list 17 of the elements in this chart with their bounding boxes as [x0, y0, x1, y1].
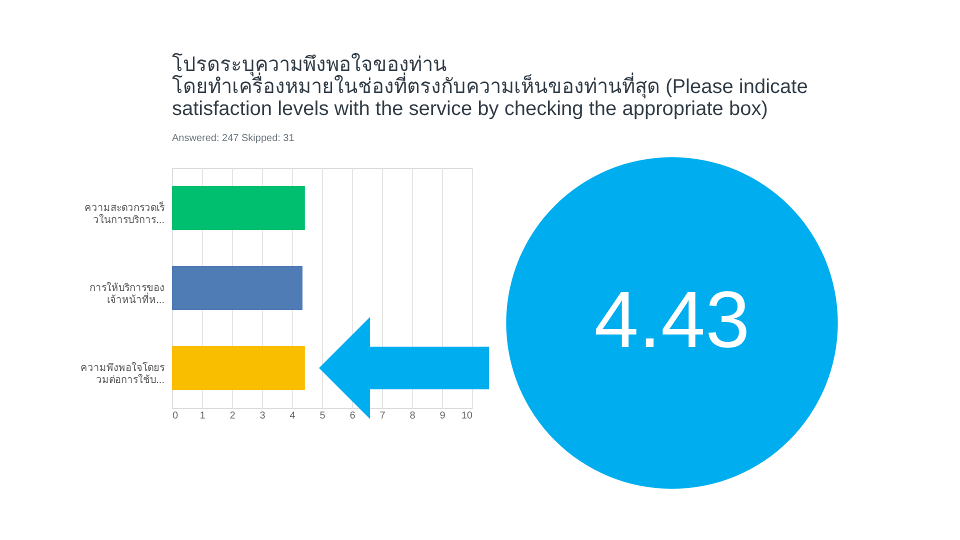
x-tick-label: 9 [440, 410, 446, 422]
chart-title: โปรดระบุความพึงพอใจของท่าน โดยทำเครื่องหมายในช่องที่ตรงกับความเห็นของท่านที่สุด (Please indicate satisfaction levels with the service by checking the appropriate box) [172, 53, 808, 120]
x-tick-label: 8 [410, 410, 416, 422]
x-tick-label: 3 [260, 410, 266, 422]
x-tick-label: 5 [320, 410, 326, 422]
chart-subtitle: Answered: 247 Skipped: 31 [172, 133, 295, 144]
x-tick-label: 6 [350, 410, 356, 422]
text: 4.43 [594, 275, 750, 364]
x-tick-label: 1 [200, 410, 206, 422]
x-tick-label: 7 [380, 410, 386, 422]
y-tick-label: การให้บริการของเจ้าหน้าที่ห... [90, 282, 164, 306]
x-tick-label: 10 [461, 410, 473, 422]
x-tick-label: 4 [290, 410, 296, 422]
x-tick-label: 2 [230, 410, 236, 422]
y-tick-label: ความพึงพอใจโดยรวมต่อการใช้บ... [80, 361, 166, 386]
x-tick-label: 0 [172, 410, 178, 422]
y-tick-label: ความสะดวกรวดเร็วในการบริการ... [84, 200, 166, 226]
